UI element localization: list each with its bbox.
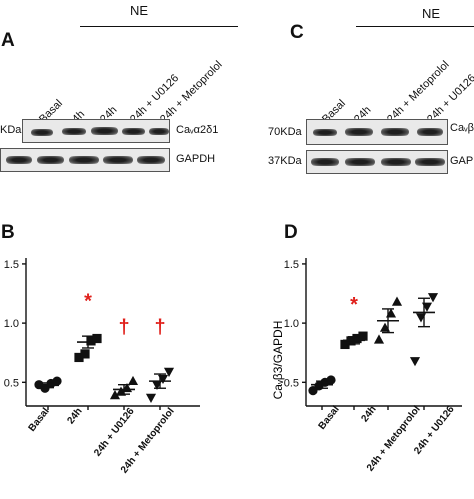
data-point-triangle-down — [163, 367, 175, 377]
band — [137, 156, 165, 164]
y-tick-label: 1.5 — [284, 259, 299, 271]
panel-a-treatment-line — [80, 26, 238, 27]
band — [311, 158, 339, 166]
y-tick-label: 1.0 — [4, 318, 19, 330]
panel-a-treatment-label: NE — [130, 3, 149, 18]
band — [62, 128, 86, 135]
band — [91, 127, 118, 135]
panel-a-row1-size: KDa — [0, 124, 22, 136]
data-point-square — [92, 333, 102, 344]
significance-marker: * — [84, 290, 92, 312]
panel-c-letter: C — [290, 22, 304, 43]
data-point-triangle-up — [391, 296, 403, 306]
band — [31, 129, 53, 136]
y-tick-label: 1.0 — [284, 318, 299, 330]
data-point-triangle-up — [373, 334, 385, 344]
panel-d-chart: Caᵥβ3/GAPDH 0.5 1.0 1.5 * — [271, 258, 462, 410]
panel-c-row1-size: 70KDa — [268, 126, 302, 138]
data-point-square — [74, 352, 84, 363]
panel-c-blot-gapdh — [306, 150, 448, 174]
band — [381, 158, 411, 166]
panel-a-row2-name: GAPDH — [176, 153, 216, 165]
panel-c-treatment-line — [356, 26, 474, 27]
data-point-square — [358, 331, 368, 341]
band — [381, 128, 409, 136]
panel-a-letter: A — [1, 30, 15, 51]
data-point-square — [340, 339, 350, 350]
band — [6, 156, 32, 164]
data-point-circle — [326, 375, 336, 385]
data-point-square — [80, 349, 90, 359]
y-axis-label: Caᵥβ3/GAPDH — [271, 321, 285, 400]
data-point-square — [352, 333, 362, 344]
y-tick-label: 1.5 — [4, 259, 19, 271]
data-point-triangle-down — [427, 293, 439, 303]
band — [149, 128, 169, 135]
panel-a-blot-gapdh — [0, 148, 170, 172]
significance-marker: † — [154, 316, 165, 338]
panel-c-row1-name: Caᵥβ — [450, 122, 474, 134]
band — [345, 158, 375, 166]
band — [69, 156, 99, 164]
y-tick-label: 0.5 — [284, 377, 299, 389]
panel-d-letter: D — [284, 222, 298, 243]
data-point-triangle-down — [145, 393, 157, 404]
band — [417, 128, 443, 136]
band — [122, 128, 145, 135]
data-point-circle — [52, 376, 62, 386]
y-tick-label: 0.5 — [4, 377, 19, 389]
panel-c-row2-size: 37KDa — [268, 155, 302, 167]
significance-marker: † — [118, 316, 129, 338]
band — [345, 128, 373, 136]
data-point-triangle-down — [409, 357, 421, 367]
data-point-triangle-up — [127, 375, 139, 386]
band — [37, 156, 64, 164]
panel-a-row1-name: Caᵥα2δ1 — [176, 124, 219, 136]
band — [103, 156, 133, 164]
panel-c-treatment-label: NE — [422, 6, 441, 21]
panel-b-chart: 0.5 1.0 1.5 * † † — [4, 258, 200, 410]
band — [313, 129, 337, 136]
panel-b-letter: B — [1, 222, 15, 243]
panel-a-blot-cav-a2d1 — [22, 119, 170, 143]
panel-c-row2-name: GAPI — [450, 155, 474, 167]
data-point-square — [86, 336, 96, 346]
band — [415, 158, 445, 166]
significance-marker: * — [350, 294, 358, 316]
panel-c-blot-cav-b3 — [306, 119, 448, 145]
data-point-triangle-up — [109, 390, 121, 400]
